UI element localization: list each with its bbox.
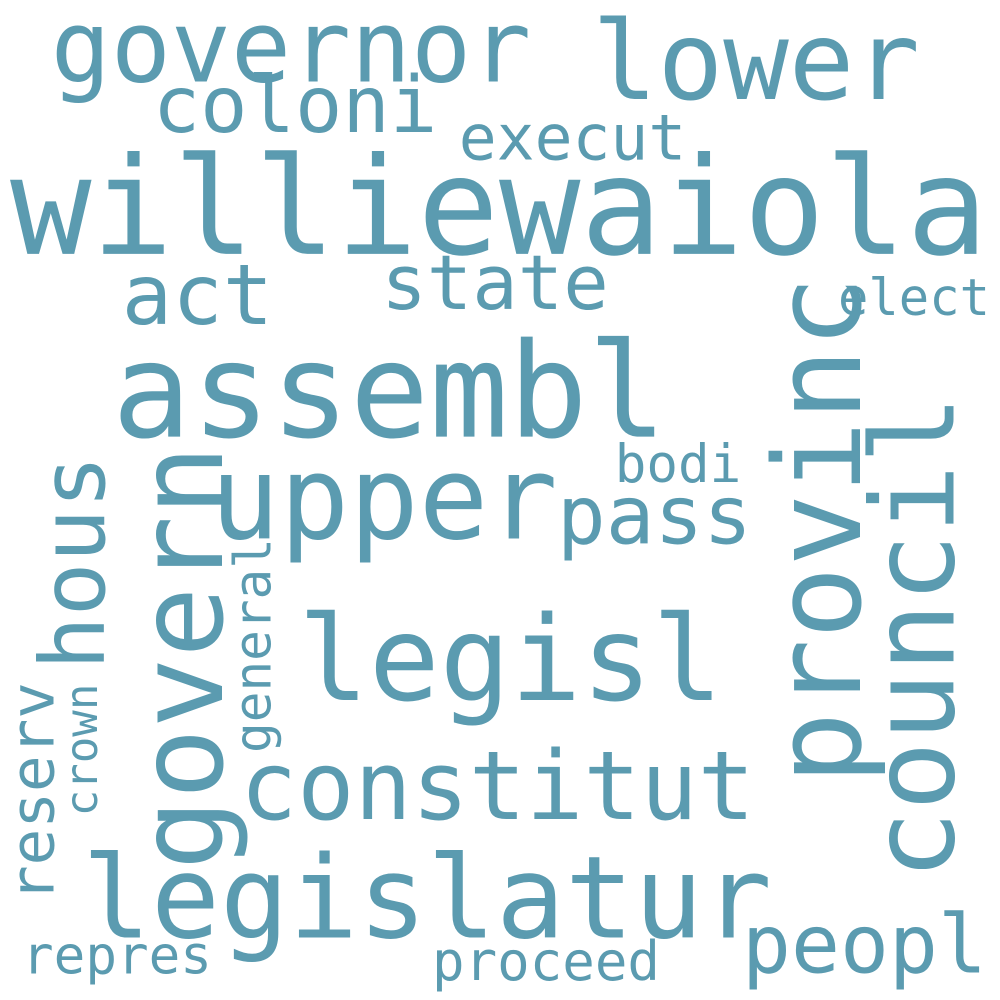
- word-elect: elect: [838, 267, 990, 327]
- word-pass: pass: [557, 469, 752, 564]
- word-govern: govern: [113, 445, 251, 870]
- word-hous: hous: [21, 455, 126, 670]
- word-peopl: peopl: [742, 897, 987, 993]
- word-legisl: legisl: [298, 591, 723, 729]
- word-crown: crown: [56, 683, 108, 817]
- word-upper: upper: [210, 432, 558, 567]
- word-act: act: [121, 246, 274, 344]
- word-repres: repres: [22, 925, 212, 987]
- word-general: general: [224, 538, 284, 753]
- word-reserv: reserv: [0, 682, 69, 902]
- word-governor: governor: [50, 0, 532, 106]
- word-legislatur: legislatur: [82, 832, 772, 966]
- word-proceed: proceed: [432, 929, 660, 993]
- word-council: council: [847, 395, 982, 880]
- word-state: state: [381, 239, 609, 328]
- word-execut: execut: [458, 101, 687, 175]
- word-bodi: bodi: [614, 433, 742, 495]
- word-williewaiola: williewaiola: [10, 127, 988, 286]
- word-assembl: assembl: [112, 315, 667, 469]
- word-lower: lower: [592, 0, 920, 126]
- word-constitut: constitut: [240, 731, 755, 842]
- word-coloni: coloni: [152, 59, 438, 152]
